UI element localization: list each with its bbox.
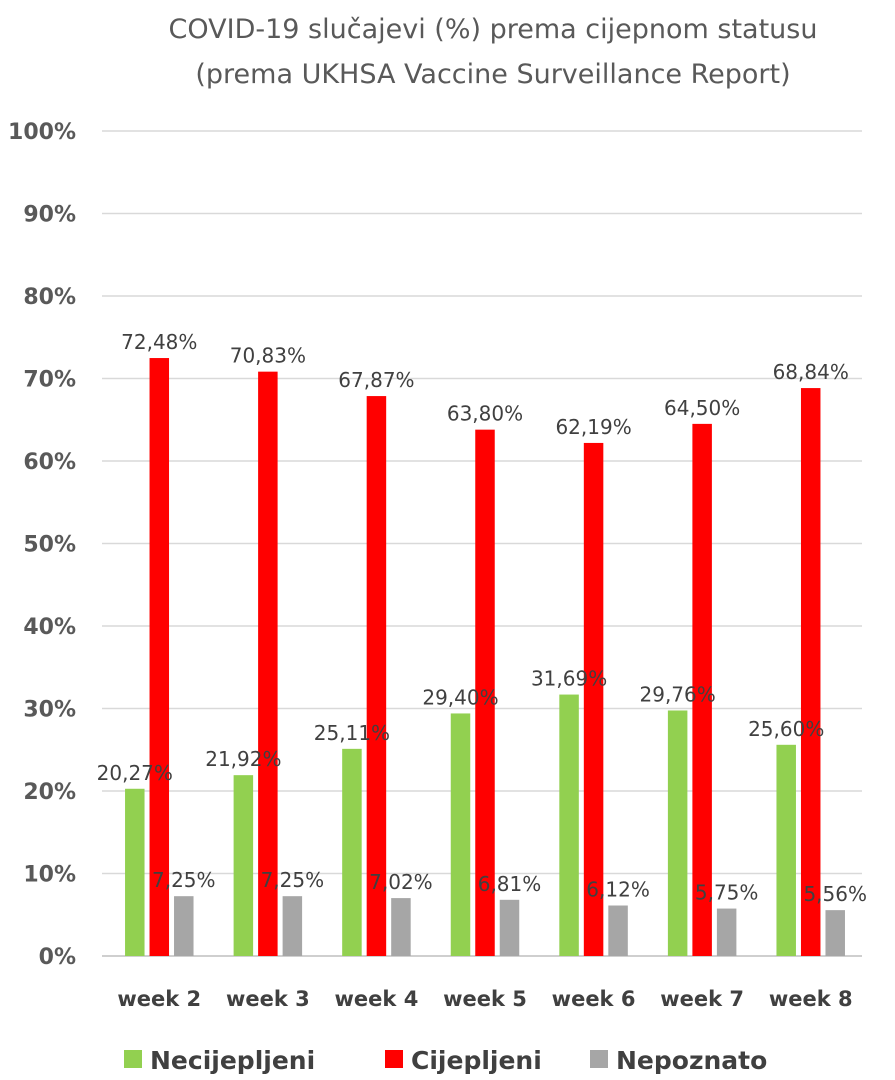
bar-nepoznato	[391, 898, 411, 956]
legend: Necijepljeni Cijepljeni Nepoznato	[124, 1046, 767, 1075]
bar-necijepljeni	[125, 788, 145, 956]
x-tick-label: week 6	[552, 987, 636, 1011]
legend-label: Necijepljeni	[150, 1046, 315, 1075]
chart-title-line-1: COVID-19 slučajevi (%) prema cijepnom st…	[169, 14, 818, 45]
data-label-cijepljeni: 62,19%	[555, 415, 631, 439]
bars	[125, 358, 845, 957]
bar-cijepljeni	[692, 423, 712, 956]
data-label-necijepljeni: 31,69%	[531, 667, 607, 691]
data-label-necijepljeni: 29,40%	[422, 685, 498, 709]
y-tick-label: 100%	[8, 120, 76, 145]
data-label-cijepljeni: 72,48%	[121, 330, 197, 354]
bar-cijepljeni	[583, 442, 604, 956]
legend-item-nepoznato: Nepoznato	[590, 1046, 767, 1075]
legend-item-necijepljeni: Necijepljeni	[124, 1046, 315, 1075]
legend-item-cijepljeni: Cijepljeni	[385, 1046, 542, 1075]
data-label-necijepljeni: 20,27%	[97, 761, 173, 785]
x-tick-label: week 8	[769, 987, 853, 1011]
bar-nepoznato	[499, 899, 520, 956]
y-tick-label: 70%	[23, 368, 76, 393]
bar-nepoznato	[282, 896, 303, 956]
x-tick-label: week 5	[443, 987, 527, 1011]
data-label-necijepljeni: 25,60%	[748, 717, 824, 741]
y-tick-label: 20%	[23, 780, 76, 805]
data-label-necijepljeni: 25,11%	[314, 721, 390, 745]
y-tick-label: 60%	[23, 450, 76, 475]
bar-cijepljeni	[149, 358, 170, 956]
y-tick-label: 10%	[23, 863, 76, 888]
data-label-cijepljeni: 68,84%	[773, 360, 849, 384]
bar-necijepljeni	[450, 713, 471, 956]
bar-cijepljeni	[800, 388, 821, 956]
bar-necijepljeni	[233, 775, 254, 956]
data-labels: 20,27% 72,48% 7,25% 21,92% 70,83% 7,25% 25,11%…	[97, 330, 867, 906]
data-label-necijepljeni: 21,92%	[205, 747, 281, 771]
data-label-cijepljeni: 63,80%	[447, 402, 523, 426]
data-label-nepoznato: 6,12%	[586, 878, 650, 902]
y-tick-label: 90%	[23, 203, 76, 228]
data-label-cijepljeni: 64,50%	[664, 396, 740, 420]
legend-label: Cijepljeni	[411, 1046, 542, 1075]
legend-swatch	[590, 1050, 608, 1068]
data-label-nepoznato: 7,02%	[369, 870, 433, 894]
legend-label: Nepoznato	[616, 1046, 767, 1075]
x-tick-label: week 2	[117, 987, 201, 1011]
data-label-nepoznato: 7,25%	[261, 868, 325, 892]
x-tick-label: week 4	[335, 987, 419, 1011]
y-tick-label: 30%	[23, 698, 76, 723]
bar-cijepljeni	[475, 429, 495, 956]
legend-swatch	[124, 1050, 142, 1068]
data-label-nepoznato: 5,75%	[695, 881, 759, 905]
bar-cijepljeni	[366, 396, 387, 956]
bar-necijepljeni	[559, 694, 579, 956]
data-label-nepoznato: 6,81%	[478, 872, 542, 896]
y-tick-label: 50%	[23, 533, 76, 558]
bar-nepoznato	[825, 910, 845, 956]
data-label-nepoznato: 5,56%	[803, 882, 867, 906]
y-tick-label: 0%	[39, 945, 76, 970]
y-axis-ticks: 0% 10% 20% 30% 40% 50% 60% 70% 80% 90% 100%	[8, 120, 76, 970]
bar-necijepljeni	[342, 748, 362, 956]
bar-necijepljeni	[776, 744, 796, 956]
bar-necijepljeni	[667, 710, 688, 956]
x-axis-ticks: week 2 week 3 week 4 week 5 week 6 week 7 week…	[117, 987, 852, 1011]
bar-nepoznato	[174, 896, 194, 956]
data-label-necijepljeni: 29,76%	[640, 682, 716, 706]
bar-nepoznato	[716, 908, 737, 956]
data-label-cijepljeni: 67,87%	[338, 368, 414, 392]
y-tick-label: 80%	[23, 285, 76, 310]
data-label-nepoznato: 7,25%	[152, 868, 216, 892]
data-label-cijepljeni: 70,83%	[230, 344, 306, 368]
bar-nepoznato	[608, 905, 628, 956]
x-tick-label: week 7	[660, 987, 744, 1011]
legend-swatch	[385, 1050, 403, 1068]
x-tick-label: week 3	[226, 987, 310, 1011]
y-tick-label: 40%	[23, 615, 76, 640]
chart-title-line-2: (prema UKHSA Vaccine Surveillance Report…	[195, 59, 790, 90]
bar-cijepljeni	[258, 371, 278, 957]
